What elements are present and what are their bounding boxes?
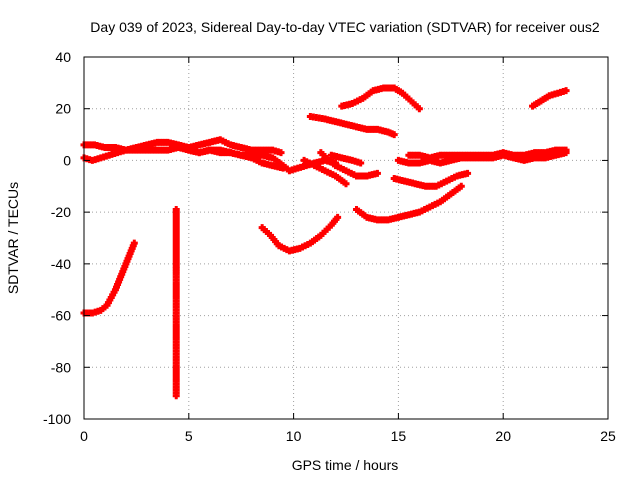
data-point: [172, 392, 180, 400]
data-point: [334, 213, 342, 221]
series-descend-b: [300, 156, 350, 188]
series-isolated: [172, 206, 180, 400]
data-point: [562, 87, 570, 95]
y-tick-label: 40: [55, 49, 71, 65]
series-right-band-2: [405, 146, 570, 162]
grid-layer: [84, 57, 608, 419]
y-axis-title: SDTVAR / TECUs: [5, 182, 21, 294]
series-descend-c: [317, 149, 381, 180]
plot-frame: [83, 56, 609, 420]
series-descend-a: [185, 146, 287, 172]
y-tick-label: -80: [51, 359, 71, 375]
series-descend-d: [327, 151, 365, 167]
series-arc-upper: [306, 112, 398, 139]
data-point: [342, 180, 350, 188]
data-point: [562, 146, 570, 154]
data-point: [277, 149, 285, 157]
data-point: [457, 182, 465, 190]
series-left-rise: [80, 239, 138, 317]
y-tick-label: -40: [51, 256, 71, 272]
data-layer: [80, 84, 570, 400]
data-point: [357, 159, 365, 167]
x-tick-label: 5: [185, 428, 193, 444]
chart-title: Day 039 of 2023, Sidereal Day-to-day VTE…: [90, 19, 600, 35]
series-rise-right: [529, 87, 570, 110]
y-tick-label: -20: [51, 204, 71, 220]
series-dip-mid: [390, 169, 472, 190]
data-point: [464, 169, 472, 177]
x-tick-label: 10: [286, 428, 302, 444]
series-big-dip: [258, 213, 342, 255]
data-point: [373, 169, 381, 177]
x-tick-label: 0: [80, 428, 88, 444]
data-point: [390, 131, 398, 139]
data-point: [279, 164, 287, 172]
series-rise-mid: [352, 182, 465, 224]
x-tick-label: 15: [391, 428, 407, 444]
x-axis-title: GPS time / hours: [292, 457, 399, 473]
series-hump: [338, 84, 423, 113]
y-tick-label: -100: [43, 411, 71, 427]
y-tick-label: 20: [55, 101, 71, 117]
data-point: [130, 239, 138, 247]
data-point: [415, 105, 423, 113]
y-tick-label: 0: [63, 152, 71, 168]
x-tick-label: 20: [495, 428, 511, 444]
y-tick-label: -60: [51, 308, 71, 324]
x-tick-label: 25: [600, 428, 616, 444]
tick-layer: 0 5 10 15 20 25 -100 -80 -60 -40 -20 0 20 40: [43, 49, 616, 444]
